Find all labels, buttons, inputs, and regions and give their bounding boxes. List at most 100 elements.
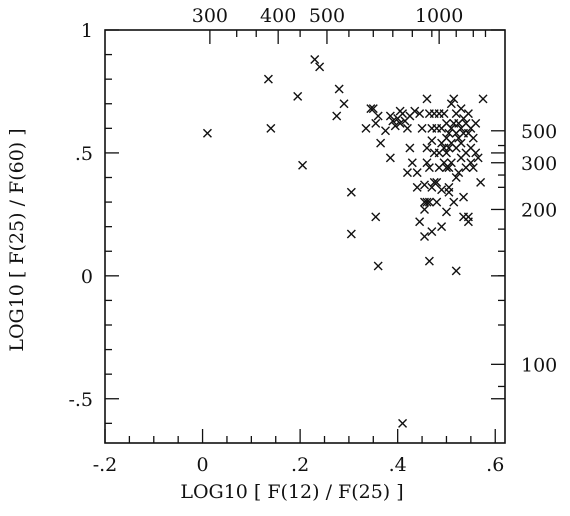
data-point: [424, 163, 434, 173]
data-point-stroke: [444, 143, 454, 153]
data-point: [446, 99, 456, 109]
data-point-stroke: [202, 128, 212, 138]
data-point-stroke: [451, 266, 461, 276]
data-point-stroke: [420, 180, 430, 190]
data-point-stroke: [415, 109, 425, 119]
x-tick-label: .2: [291, 454, 309, 476]
data-point-stroke: [371, 212, 381, 222]
data-point: [373, 111, 383, 121]
data-point-stroke: [476, 177, 486, 187]
data-point-stroke: [441, 118, 451, 128]
data-point-stroke: [334, 84, 344, 94]
plot-frame: [104, 29, 506, 444]
data-point-stroke: [415, 217, 425, 227]
top-tick-label: 400: [260, 5, 296, 27]
data-point: [361, 123, 371, 133]
y-tick-label: .5: [75, 143, 93, 165]
data-point: [463, 109, 473, 119]
data-point: [468, 133, 478, 143]
data-point-stroke: [424, 256, 434, 266]
data-point: [429, 177, 439, 187]
data-point: [420, 197, 430, 207]
data-point-stroke: [417, 123, 427, 133]
data-point: [427, 136, 437, 146]
data-point: [424, 256, 434, 266]
top-tick-label: 1000: [415, 5, 463, 27]
data-point: [293, 91, 303, 101]
data-point: [449, 94, 459, 104]
data-point-stroke: [439, 109, 449, 119]
data-point-stroke: [395, 118, 405, 128]
data-points: [202, 55, 488, 428]
axis-ticks: [104, 29, 505, 443]
x-tick-label: -.2: [93, 454, 118, 476]
data-point: [478, 94, 488, 104]
data-point: [371, 212, 381, 222]
data-point: [310, 55, 320, 64]
data-point: [473, 153, 483, 163]
right-tick-label: 100: [521, 354, 557, 376]
top-tick-label: 300: [192, 5, 228, 27]
data-point: [468, 163, 478, 173]
data-point-stroke: [463, 109, 473, 119]
data-point: [339, 99, 349, 109]
data-point: [380, 126, 390, 136]
data-point-stroke: [376, 138, 386, 148]
data-point-stroke: [371, 118, 381, 128]
data-point-stroke: [298, 160, 308, 170]
data-point-stroke: [424, 163, 434, 173]
right-tick-label: 200: [521, 199, 557, 221]
data-point: [451, 173, 461, 182]
data-point: [346, 187, 356, 197]
data-point-stroke: [466, 143, 476, 153]
data-point: [315, 62, 325, 72]
data-point-stroke: [368, 104, 378, 114]
data-point: [390, 121, 400, 131]
data-point-stroke: [478, 94, 488, 104]
data-point: [385, 111, 395, 121]
data-point: [456, 104, 466, 114]
data-point: [368, 104, 378, 114]
data-point: [366, 104, 376, 114]
data-point-stroke: [293, 91, 303, 101]
data-point-stroke: [315, 62, 325, 72]
data-point-stroke: [361, 123, 371, 133]
data-point-stroke: [437, 185, 447, 195]
data-point-stroke: [412, 182, 422, 192]
data-point: [432, 197, 442, 207]
data-point: [471, 118, 481, 128]
data-point: [266, 123, 276, 133]
data-point: [402, 168, 412, 178]
data-point-stroke: [420, 232, 430, 241]
data-point-stroke: [420, 197, 430, 207]
data-point: [466, 158, 476, 168]
data-point: [459, 192, 469, 202]
data-point: [407, 158, 417, 168]
y-tick-label: -.5: [68, 389, 93, 411]
data-point-stroke: [449, 197, 459, 207]
data-point: [427, 227, 437, 237]
data-point-stroke: [422, 158, 432, 168]
data-point: [471, 148, 481, 158]
x-tick-label: 0: [197, 454, 209, 476]
data-point: [417, 123, 427, 133]
data-point: [444, 182, 454, 192]
data-point: [444, 143, 454, 153]
data-point-stroke: [402, 123, 412, 133]
data-point-stroke: [454, 168, 464, 178]
data-point-stroke: [471, 148, 481, 158]
data-point-stroke: [332, 111, 342, 121]
data-point-stroke: [410, 106, 420, 116]
data-point: [373, 261, 383, 271]
data-point: [412, 182, 422, 192]
data-point-stroke: [461, 118, 471, 128]
data-point-stroke: [407, 158, 417, 168]
data-point-stroke: [456, 138, 466, 148]
right-tick-label: 500: [521, 121, 557, 143]
data-point: [432, 177, 442, 187]
data-point: [439, 109, 449, 119]
data-point-stroke: [405, 143, 415, 153]
data-point-stroke: [310, 55, 320, 64]
data-point: [371, 118, 381, 128]
